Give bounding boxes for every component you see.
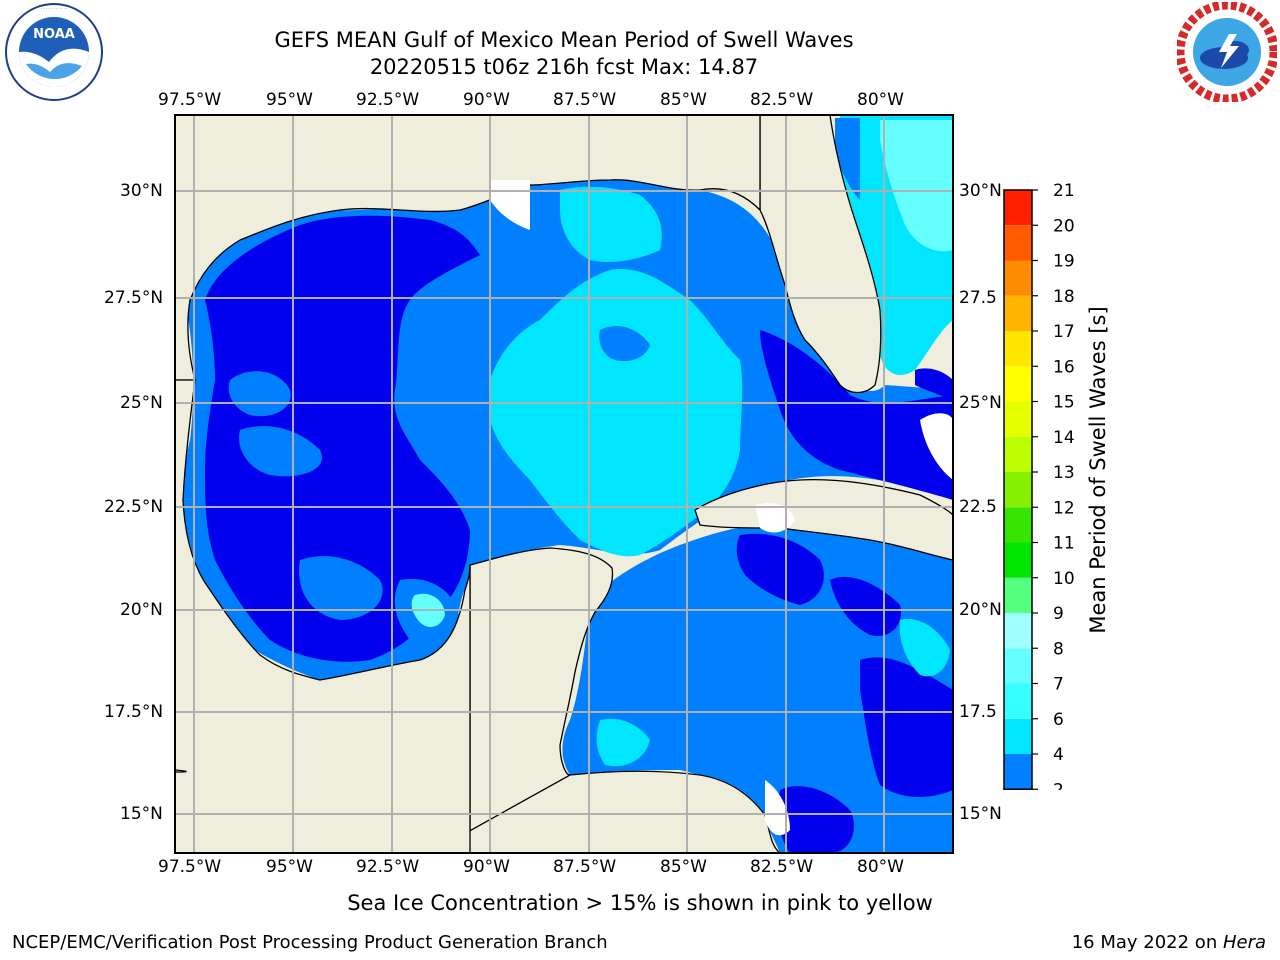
map-frame xyxy=(174,114,954,854)
mexico-land xyxy=(175,379,471,853)
colorbar-tick-label: 11 xyxy=(1053,534,1075,554)
colorbar-tick-label: 2 xyxy=(1053,780,1064,790)
colorbar-tick-label: 9 xyxy=(1053,604,1064,624)
lat-label-left-3: 25°N xyxy=(120,393,163,413)
colorbar-tick-label: 10 xyxy=(1053,569,1075,589)
us-coast-land xyxy=(175,115,761,381)
lat-label-left-1: 30°N xyxy=(120,181,163,201)
lon-label-top-8: 80°W xyxy=(857,90,904,110)
chart-subtitle: 20220515 t06z 216h fcst Max: 14.87 xyxy=(369,55,759,79)
colorbar-segment xyxy=(1004,366,1032,402)
colorbar-segment xyxy=(1004,577,1032,613)
colorbar-segment xyxy=(1004,718,1032,754)
colorbar-label: Mean Period of Swell Waves [s] xyxy=(1086,306,1110,634)
colorbar-segment xyxy=(1004,507,1032,543)
lat-label-left-5: 20°N xyxy=(120,600,163,620)
colorbar-segment xyxy=(1004,683,1032,719)
lat-label-right-5: 20°N xyxy=(959,600,1002,620)
colorbar-tick-label: 20 xyxy=(1053,216,1075,236)
lon-label-top-5: 87.5°W xyxy=(553,90,617,110)
colorbar-segment xyxy=(1004,613,1032,649)
colorbar-tick-label: 8 xyxy=(1053,639,1064,659)
noaa-logo: NOAA · · · · · · · · · · · xyxy=(5,3,103,101)
colorbar-frame xyxy=(1003,189,1033,790)
sea-ice-note: Sea Ice Concentration > 15% is shown in … xyxy=(347,891,933,915)
colorbar-segment xyxy=(1004,260,1032,296)
colorbar-tick-label: 12 xyxy=(1053,498,1075,518)
gulf-cyan-core xyxy=(490,269,743,557)
machine-name: Hera xyxy=(1222,932,1266,953)
gulf-eastern-dark xyxy=(760,330,953,500)
date-text: 16 May 2022 on xyxy=(1071,932,1223,953)
lat-label-left-6: 17.5°N xyxy=(104,702,164,722)
lon-label-bottom-1: 97.5°W xyxy=(158,857,222,877)
graticule xyxy=(175,115,953,853)
colorbar-segment xyxy=(1004,331,1032,367)
colorbar-tick-label: 4 xyxy=(1053,745,1064,765)
colorbar-segment xyxy=(1004,472,1032,508)
colorbar-tick-label: 18 xyxy=(1053,287,1075,307)
credit-line: NCEP/EMC/Verification Post Processing Pr… xyxy=(12,932,608,953)
colorbar-tick-label: 13 xyxy=(1053,463,1075,483)
lon-label-bottom-2: 95°W xyxy=(266,857,313,877)
colorbar-tick-label: 14 xyxy=(1053,428,1075,448)
lon-label-bottom-4: 90°W xyxy=(463,857,510,877)
lon-label-top-6: 85°W xyxy=(660,90,707,110)
lon-label-top-1: 97.5°W xyxy=(158,90,222,110)
lon-label-top-3: 92.5°W xyxy=(356,90,420,110)
gulf-western-dark xyxy=(205,215,480,662)
colorbar-tick-label: 16 xyxy=(1053,357,1075,377)
colorbar-segment xyxy=(1004,295,1032,331)
colorbar-segment xyxy=(1004,648,1032,684)
colorbar: 2 4 6 7 8 9 10 11 12 13 14 15 16 17 18 19 20 21 xyxy=(1002,181,1075,790)
lon-label-top-7: 82.5°W xyxy=(750,90,814,110)
colorbar-segment xyxy=(1004,225,1032,261)
colorbar-tick-label: 21 xyxy=(1053,181,1075,201)
lat-label-left-7: 15°N xyxy=(120,804,163,824)
lon-label-bottom-3: 92.5°W xyxy=(356,857,420,877)
colorbar-tick-label: 6 xyxy=(1053,710,1064,730)
lon-label-bottom-8: 80°W xyxy=(857,857,904,877)
lon-label-bottom-7: 82.5°W xyxy=(750,857,814,877)
lat-label-right-1: 30°N xyxy=(959,181,1002,201)
lat-label-left-4: 22.5°N xyxy=(104,497,164,517)
colorbar-segment xyxy=(1004,436,1032,472)
lat-label-left-2: 27.5°N xyxy=(104,288,164,308)
lat-label-right-4: 22.5 xyxy=(959,497,997,517)
colorbar-segment xyxy=(1004,754,1032,790)
colorbar-segment xyxy=(1004,401,1032,437)
date-line: 16 May 2022 on Hera xyxy=(1072,932,1266,953)
colorbar-tick-label: 15 xyxy=(1053,393,1075,413)
nws-logo xyxy=(1177,2,1277,102)
colorbar-tick-label: 17 xyxy=(1053,322,1075,342)
lat-label-right-7: 15°N xyxy=(959,804,1002,824)
colorbar-segment xyxy=(1004,542,1032,578)
lon-label-bottom-6: 85°W xyxy=(660,857,707,877)
chart-title: GEFS MEAN Gulf of Mexico Mean Period of … xyxy=(274,28,854,52)
colorbar-tick-label: 7 xyxy=(1053,675,1064,695)
lat-label-right-2: 27.5 xyxy=(959,288,997,308)
noaa-logo-text: NOAA xyxy=(33,27,75,42)
svg-text:· · · · · · · · · · ·: · · · · · · · · · · · xyxy=(41,6,68,11)
lat-label-right-3: 25°N xyxy=(959,393,1002,413)
yucatan-land xyxy=(469,547,614,853)
colorbar-segment xyxy=(1004,190,1032,226)
colorbar-tick-label: 19 xyxy=(1053,252,1075,272)
lon-label-top-2: 95°W xyxy=(266,90,313,110)
lon-label-bottom-5: 87.5°W xyxy=(553,857,617,877)
lat-label-right-6: 17.5 xyxy=(959,702,997,722)
lon-label-top-4: 90°W xyxy=(463,90,510,110)
